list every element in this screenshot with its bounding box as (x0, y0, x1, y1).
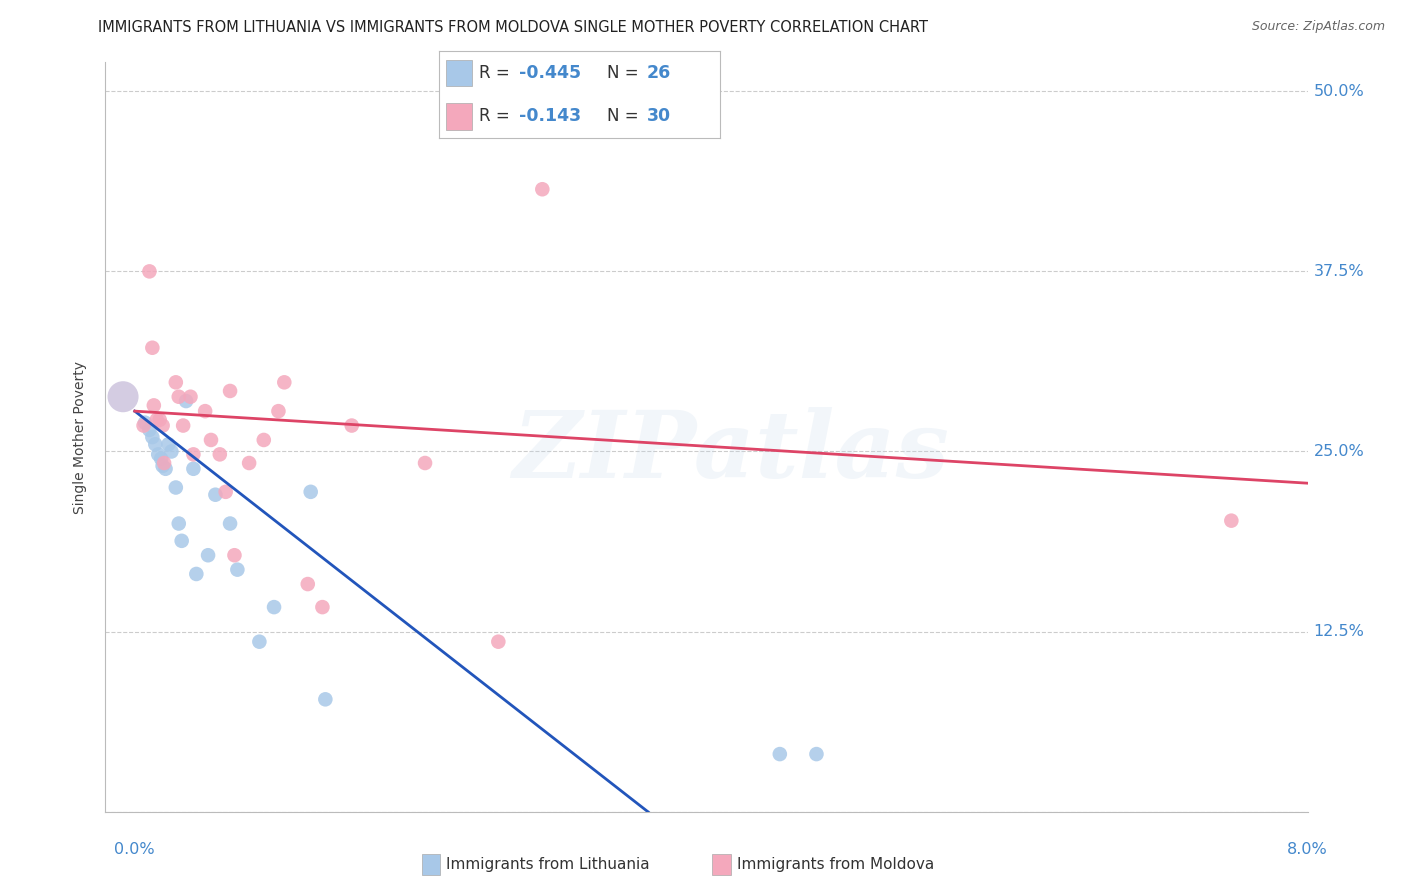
Text: 50.0%: 50.0% (1313, 84, 1364, 99)
Point (172, 418, 194, 433)
Point (208, 447, 231, 461)
Point (167, 516, 190, 531)
Point (179, 390, 201, 404)
Point (197, 548, 219, 562)
Point (150, 451, 173, 466)
Point (219, 384, 242, 398)
Point (486, 634, 509, 648)
Text: 25.0%: 25.0% (1313, 444, 1364, 459)
Point (769, 747, 792, 761)
Bar (422, 854, 440, 875)
Point (153, 456, 176, 470)
Text: 12.5%: 12.5% (1313, 624, 1364, 639)
Point (263, 600, 285, 615)
Text: -0.445: -0.445 (519, 64, 581, 82)
Point (157, 437, 180, 451)
Point (143, 437, 166, 451)
Text: -0.143: -0.143 (519, 107, 581, 125)
Point (1220, 514, 1243, 528)
Point (314, 692, 336, 706)
Point (531, 182, 554, 196)
Point (214, 484, 236, 499)
Text: Source: ZipAtlas.com: Source: ZipAtlas.com (1251, 20, 1385, 33)
Point (148, 447, 170, 461)
Text: IMMIGRANTS FROM LITHUANIA VS IMMIGRANTS FROM MOLDOVA SINGLE MOTHER POVERTY CORRE: IMMIGRANTS FROM LITHUANIA VS IMMIGRANTS … (98, 20, 928, 35)
Point (155, 462, 177, 476)
Text: R =: R = (479, 64, 516, 82)
Point (112, 390, 135, 404)
Text: Immigrants from Lithuania: Immigrants from Lithuania (446, 857, 650, 871)
Text: 30: 30 (647, 107, 671, 125)
Point (170, 533, 193, 548)
Point (413, 456, 436, 470)
Point (183, 462, 205, 476)
Y-axis label: Single Mother Poverty: Single Mother Poverty (73, 360, 87, 514)
Point (152, 418, 174, 433)
Point (297, 577, 319, 591)
Point (299, 484, 322, 499)
Text: N =: N = (607, 64, 644, 82)
Point (186, 566, 208, 581)
Text: 26: 26 (647, 64, 671, 82)
Point (167, 390, 190, 404)
Point (194, 404, 217, 418)
Point (204, 488, 226, 502)
Text: 8.0%: 8.0% (1288, 842, 1327, 857)
Text: Immigrants from Moldova: Immigrants from Moldova (737, 857, 934, 871)
Point (138, 264, 160, 278)
Point (138, 423, 160, 437)
Point (145, 413, 167, 427)
Point (226, 563, 249, 577)
Point (311, 600, 333, 615)
Point (247, 634, 270, 648)
Point (219, 516, 242, 531)
Point (134, 416, 156, 430)
Point (165, 376, 187, 390)
Bar (446, 60, 472, 86)
Point (142, 398, 165, 412)
Point (267, 404, 290, 418)
Bar (713, 854, 731, 875)
Point (253, 433, 276, 447)
Point (141, 430, 163, 444)
Point (152, 458, 174, 473)
Point (340, 418, 363, 433)
Text: 37.5%: 37.5% (1313, 264, 1364, 279)
Bar (446, 103, 472, 129)
Point (174, 394, 197, 409)
Point (165, 481, 187, 495)
Point (200, 433, 222, 447)
Point (224, 548, 246, 562)
Point (238, 456, 260, 470)
Text: N =: N = (607, 107, 644, 125)
Text: 0.0%: 0.0% (114, 842, 155, 857)
Point (132, 418, 155, 433)
Text: ZIPatlas: ZIPatlas (512, 407, 949, 497)
Text: R =: R = (479, 107, 516, 125)
Point (273, 376, 295, 390)
Point (183, 447, 205, 461)
Point (149, 413, 172, 427)
Point (806, 747, 828, 761)
Point (141, 341, 163, 355)
Point (160, 444, 183, 458)
